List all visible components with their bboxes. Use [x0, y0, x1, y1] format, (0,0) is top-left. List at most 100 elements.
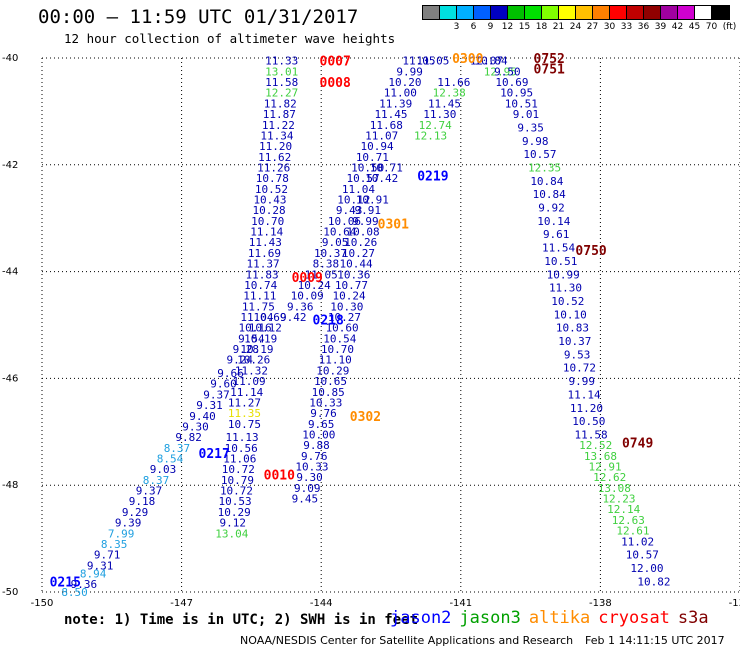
wave-height-value: 11.33 — [265, 55, 298, 68]
wave-height-value: 11.62 — [258, 151, 291, 164]
wave-height-value: 10.60 — [326, 322, 359, 335]
legend-jason2: jason2 — [390, 608, 452, 628]
wave-height-value: 11.04 — [342, 183, 375, 196]
wave-height-value: 9.99 — [396, 65, 423, 78]
wave-height-value: 9.12 — [220, 517, 247, 530]
legend-jason3: jason3 — [459, 608, 521, 628]
wave-height-value: 11.87 — [263, 108, 296, 121]
scale-unit: (ft) — [722, 22, 737, 32]
wave-height-value: 11.26 — [257, 161, 290, 174]
wave-height-value: 8.35 — [101, 538, 128, 551]
wave-height-value: 10.79 — [221, 474, 254, 487]
wave-height-value: 10.57 — [626, 549, 659, 562]
satellite-legend: jason2 jason3 altika cryosat s3a — [390, 608, 717, 628]
time-label: 0302 — [350, 410, 381, 425]
wave-height-value: 11.32 — [235, 364, 268, 377]
wave-height-value: 10.27 — [328, 311, 361, 324]
wave-height-value: 9.91 — [354, 204, 381, 217]
wave-height-value: 11.69 — [248, 247, 281, 260]
wave-height-value: 11.30 — [549, 282, 582, 295]
wave-height-value: 9.31 — [196, 399, 223, 412]
scale-label: 45 — [688, 22, 701, 32]
wave-height-value: 9.54 — [238, 332, 265, 345]
wave-height-value: 10.19 — [240, 343, 273, 356]
wave-height-value: 11.43 — [249, 236, 282, 249]
wave-height-value: 9.45 — [292, 493, 319, 506]
time-label: 0217 — [199, 447, 230, 462]
wave-height-value: 10.69 — [495, 76, 528, 89]
wave-height-value: 10.57 — [347, 172, 380, 185]
scale-label: 39 — [654, 22, 667, 32]
wave-height-value: 12.35 — [528, 161, 561, 174]
wave-height-value: 10.19 — [244, 332, 277, 345]
wave-height-value: 10.50 — [572, 415, 605, 428]
x-tick-label: -150 — [31, 598, 54, 609]
wave-height-value: 10.70 — [321, 343, 354, 356]
scale-label: 42 — [671, 22, 684, 32]
scale-label: 12 — [501, 22, 514, 32]
wave-height-value: 10.71 — [370, 161, 403, 174]
legend-cryosat: cryosat — [598, 608, 670, 628]
scale-label: 6 — [470, 22, 477, 32]
wave-height-value: 12.52 — [579, 439, 612, 452]
wave-height-value: 10.12 — [337, 194, 370, 207]
wave-height-value: 9.36 — [71, 578, 98, 591]
time-label: 0751 — [534, 63, 565, 78]
wave-height-value: 9.53 — [564, 348, 591, 361]
wave-height-value: 9.76 — [301, 450, 328, 463]
wave-height-value: 10.94 — [360, 140, 393, 153]
wave-height-value: 10.00 — [302, 428, 335, 441]
wave-height-value: 11.82 — [264, 97, 297, 110]
wave-height-value: 8.94 — [80, 567, 107, 580]
wave-height-value: 9.82 — [175, 431, 202, 444]
wave-height-value: 11.27 — [228, 396, 261, 409]
wave-height-value: 9.50 — [494, 65, 521, 78]
wave-height-value: 10.27 — [342, 247, 375, 260]
wave-height-value: 9.03 — [150, 463, 177, 476]
wave-height-value: 11.45 — [428, 97, 461, 110]
wave-height-value: 12.63 — [612, 514, 645, 527]
time-label: 0008 — [320, 76, 351, 91]
wave-height-value: 10.12 — [249, 322, 282, 335]
wave-height-value: 10.99 — [547, 268, 580, 281]
scale-label: 18 — [535, 22, 548, 32]
wave-height-value: 9.01 — [513, 108, 540, 121]
legend-s3a: s3a — [677, 608, 709, 628]
wave-height-value: 10.29 — [316, 364, 349, 377]
wave-height-value: 12.61 — [616, 525, 649, 538]
wave-height-value: 10.56 — [225, 442, 258, 455]
wave-height-value: 9.66 — [217, 367, 244, 380]
wave-height-value: 12.00 — [630, 562, 663, 575]
wave-height-value: 9.92 — [538, 202, 565, 215]
wave-height-value: 9.60 — [210, 378, 237, 391]
wave-height-value: 10.33 — [295, 461, 328, 474]
scale-label: 33 — [620, 22, 633, 32]
wave-height-value: 9.09 — [294, 482, 321, 495]
y-tick-label: -44 — [2, 267, 18, 278]
wave-height-value: 12.14 — [607, 503, 640, 516]
wave-height-value: 10.24 — [333, 290, 366, 303]
wave-height-value: 11.83 — [246, 268, 279, 281]
y-tick-label: -46 — [2, 373, 18, 384]
wave-height-value: 10.71 — [356, 151, 389, 164]
wave-height-value: 11.11 — [243, 290, 276, 303]
wave-height-value: 11.20 — [259, 140, 292, 153]
wave-height-value: 11.13 — [226, 431, 259, 444]
wave-height-value: 10.16 — [239, 322, 272, 335]
wave-height-value: 11.66 — [437, 76, 470, 89]
wave-height-value: 10.09 — [291, 290, 324, 303]
generated-timestamp: Feb 1 14:11:15 UTC 2017 — [585, 634, 725, 647]
time-label: 0300 — [452, 52, 483, 67]
wave-height-value: 9.18 — [129, 495, 156, 508]
wave-height-value: 11.05 — [416, 55, 449, 68]
wave-height-value: 11.58 — [575, 428, 608, 441]
scale-label: 24 — [569, 22, 582, 32]
wave-height-value: 12.27 — [265, 87, 298, 100]
wave-height-value: 10.82 — [637, 575, 670, 588]
wave-height-value: 10.26 — [344, 236, 377, 249]
wave-height-value: 10.72 — [563, 362, 596, 375]
wave-height-value: 10.84 — [530, 175, 563, 188]
wave-height-value: 10.84 — [533, 188, 566, 201]
wave-height-value: 9.76 — [310, 407, 337, 420]
wave-height-value: 9.42 — [280, 311, 307, 324]
